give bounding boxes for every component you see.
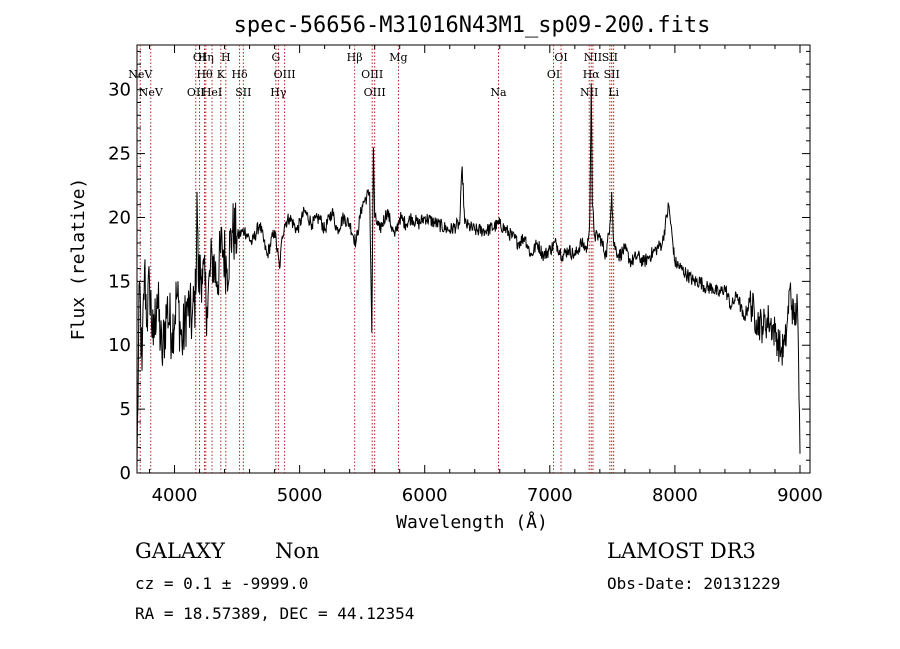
x-tick-label: 5000	[277, 485, 323, 506]
y-tick-label: 0	[120, 463, 131, 484]
plot-frame	[136, 44, 811, 474]
y-tick-label: 20	[108, 207, 131, 228]
line-label: OI	[554, 51, 567, 64]
line-label: OII	[187, 86, 205, 99]
x-tick-label: 7000	[527, 485, 573, 506]
line-label: NeV	[139, 86, 164, 99]
line-label: Hθ	[196, 68, 213, 81]
x-tick-label: 9000	[777, 485, 823, 506]
line-label: Hγ	[270, 86, 287, 99]
survey-name: LAMOST DR3	[607, 539, 756, 563]
y-tick-label: 25	[108, 144, 131, 165]
line-label: NII	[584, 51, 602, 64]
line-label: Mg	[389, 51, 407, 64]
y-tick-label: 15	[108, 271, 131, 292]
y-axis-ticks: 0 5 10 15 20 25 30	[108, 50, 810, 484]
line-label: Hη	[198, 51, 214, 64]
line-label: SII	[604, 68, 620, 81]
observation-date: Obs-Date: 20131229	[607, 574, 781, 593]
line-label: OI	[193, 51, 206, 64]
line-label: OIII	[361, 68, 383, 81]
line-label: Na	[490, 86, 507, 99]
x-axis-ticks: 4000 5000 6000 7000 8000 9000	[149, 45, 823, 506]
line-label: Hα	[583, 68, 601, 81]
line-label: Hδ	[231, 68, 248, 81]
y-axis-label: Flux (relative)	[68, 178, 89, 341]
line-label: Hβ	[347, 51, 363, 64]
spectrum-line	[136, 83, 801, 467]
x-tick-label: 4000	[152, 485, 198, 506]
line-label: H	[221, 51, 231, 64]
y-tick-label: 5	[120, 399, 131, 420]
redshift-cz: cz = 0.1 ± -9999.0	[135, 574, 309, 593]
line-label: OI	[547, 68, 560, 81]
line-label: SII	[602, 51, 618, 64]
line-label: OIII	[364, 86, 386, 99]
x-tick-label: 8000	[652, 485, 698, 506]
object-subclass: Non	[275, 539, 320, 563]
line-label: Li	[608, 86, 619, 99]
line-label: K	[217, 68, 226, 81]
line-label: NII	[580, 86, 598, 99]
y-tick-label: 10	[108, 335, 131, 356]
chart-title: spec-56656-M31016N43M1_sp09-200.fits	[234, 13, 711, 38]
x-axis-label: Wavelength (Å)	[396, 511, 548, 533]
y-tick-label: 30	[108, 80, 131, 101]
line-label: G	[271, 51, 280, 64]
line-label: SII	[235, 86, 251, 99]
sky-coordinates: RA = 18.57389, DEC = 44.12354	[135, 604, 415, 623]
line-label: OIII	[274, 68, 296, 81]
line-label: HeI	[202, 86, 222, 99]
line-label: NeV	[128, 68, 153, 81]
x-tick-label: 6000	[402, 485, 448, 506]
object-class: GALAXY	[135, 539, 225, 563]
